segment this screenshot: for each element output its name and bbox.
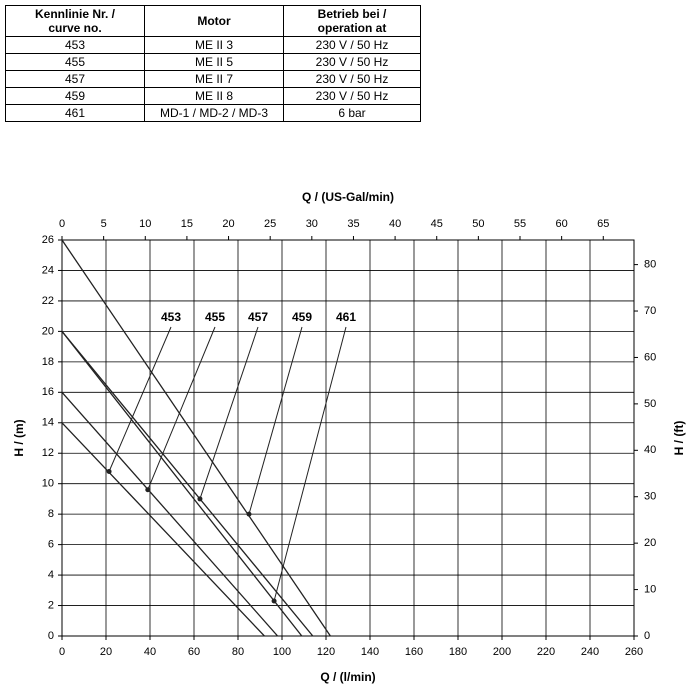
x2-tick-label: 30 <box>306 218 318 230</box>
table-row: 453 ME II 3 230 V / 50 Hz <box>5 36 421 54</box>
y-tick-label: 8 <box>48 508 54 520</box>
x-tick-label: 0 <box>59 646 65 658</box>
y2-tick-label: 80 <box>644 259 656 271</box>
curve-marker <box>197 496 203 502</box>
header-cell: Kennlinie Nr. / curve no. <box>5 5 145 37</box>
y-tick-label: 26 <box>42 234 54 246</box>
curve-marker <box>246 511 252 517</box>
curve-marker <box>106 469 112 475</box>
curve-label: 453 <box>161 310 181 324</box>
y2-axis-title: H / (ft) <box>672 421 686 456</box>
y-tick-label: 18 <box>42 356 54 368</box>
y2-tick-label: 20 <box>644 537 656 549</box>
curve-line <box>61 330 303 637</box>
x2-tick-label: 0 <box>59 218 65 230</box>
y2-tick-label: 50 <box>644 398 656 410</box>
y-tick-label: 20 <box>42 325 54 337</box>
x2-tick-label: 20 <box>222 218 234 230</box>
x-tick-label: 40 <box>144 646 156 658</box>
curve-marker <box>145 487 151 493</box>
x2-tick-label: 15 <box>181 218 193 230</box>
y-tick-label: 14 <box>42 417 54 429</box>
y-tick-label: 2 <box>48 599 54 611</box>
x-tick-label: 140 <box>361 646 379 658</box>
x-tick-label: 100 <box>273 646 291 658</box>
x2-tick-label: 55 <box>514 218 526 230</box>
table-cell: MD-1 / MD-2 / MD-3 <box>144 104 284 122</box>
x2-tick-label: 45 <box>431 218 443 230</box>
x-tick-label: 60 <box>188 646 200 658</box>
table-cell: 461 <box>5 104 145 122</box>
y2-tick-label: 60 <box>644 351 656 363</box>
curve-line <box>61 239 331 637</box>
leader-line <box>147 326 216 490</box>
y-tick-label: 10 <box>42 478 54 490</box>
table-row: 461 MD-1 / MD-2 / MD-3 6 bar <box>5 104 421 122</box>
table-cell: 6 bar <box>283 104 421 122</box>
x2-tick-label: 25 <box>264 218 276 230</box>
curve-table: Kennlinie Nr. / curve no. Motor Betrieb … <box>5 5 421 122</box>
leader-line <box>199 326 259 500</box>
y-tick-label: 4 <box>48 569 54 581</box>
curve-line <box>61 391 279 637</box>
y-axis-title: H / (m) <box>12 419 26 456</box>
y2-tick-label: 10 <box>644 583 656 595</box>
x2-tick-label: 60 <box>556 218 568 230</box>
curve-label: 459 <box>292 310 312 324</box>
table-cell: 230 V / 50 Hz <box>283 53 421 71</box>
x2-tick-label: 10 <box>139 218 151 230</box>
leader-line <box>248 326 303 515</box>
curve-label: 455 <box>205 310 225 324</box>
x2-tick-label: 5 <box>101 218 107 230</box>
x2-axis-title: Q / (US-Gal/min) <box>302 190 394 204</box>
x-tick-label: 260 <box>625 646 643 658</box>
leader-line <box>273 326 347 602</box>
table-cell: ME II 7 <box>144 70 284 88</box>
x-tick-label: 160 <box>405 646 423 658</box>
y-tick-label: 0 <box>48 630 54 642</box>
leader-line <box>108 326 172 472</box>
x2-tick-label: 65 <box>597 218 609 230</box>
x-tick-label: 220 <box>537 646 555 658</box>
x-axis-title: Q / (l/min) <box>320 670 375 684</box>
y-tick-label: 16 <box>42 386 54 398</box>
y2-tick-label: 0 <box>644 630 650 642</box>
table-cell: 230 V / 50 Hz <box>283 87 421 105</box>
curve-line <box>61 422 265 637</box>
curve-marker <box>271 598 277 604</box>
plot-frame <box>61 239 635 637</box>
header-cell: Motor <box>144 5 284 37</box>
y-tick-label: 22 <box>42 295 54 307</box>
y2-tick-label: 40 <box>644 444 656 456</box>
y2-tick-label: 70 <box>644 305 656 317</box>
table-body: 453 ME II 3 230 V / 50 Hz 455 ME II 5 230 V /… <box>5 36 421 122</box>
x2-tick-label: 50 <box>472 218 484 230</box>
x2-tick-label: 40 <box>389 218 401 230</box>
y2-tick-label: 30 <box>644 491 656 503</box>
x-tick-label: 200 <box>493 646 511 658</box>
y-tick-label: 24 <box>42 264 54 276</box>
x-tick-label: 20 <box>100 646 112 658</box>
table-cell: 230 V / 50 Hz <box>283 36 421 54</box>
x2-tick-label: 35 <box>347 218 359 230</box>
x-tick-label: 180 <box>449 646 467 658</box>
x-tick-label: 120 <box>317 646 335 658</box>
curve-line <box>61 330 314 637</box>
x-tick-label: 80 <box>232 646 244 658</box>
y-tick-label: 6 <box>48 539 54 551</box>
curve-label: 461 <box>336 310 356 324</box>
table-header: Kennlinie Nr. / curve no. Motor Betrieb … <box>5 5 421 37</box>
y-tick-label: 12 <box>42 447 54 459</box>
curve-label: 457 <box>248 310 268 324</box>
x-tick-label: 240 <box>581 646 599 658</box>
